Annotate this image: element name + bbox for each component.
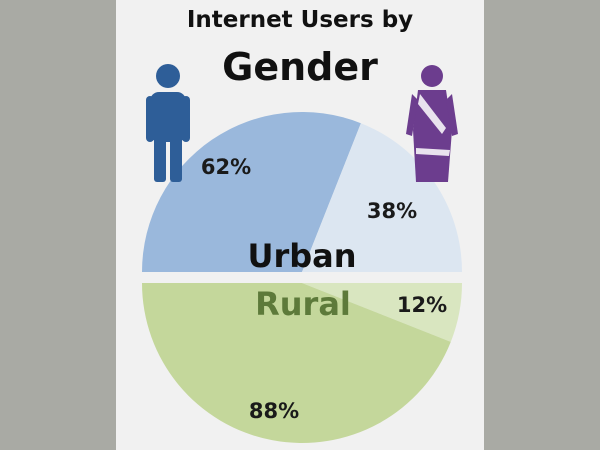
urban-male-slice [142, 111, 361, 272]
male-figure-icon [146, 64, 190, 182]
chart-title: Internet Users by [187, 7, 413, 33]
gender-pie-chart: Internet Users by Gender Urban Rural 62%… [142, 7, 462, 444]
infographic-panel: Internet Users by Gender Urban Rural 62%… [116, 0, 484, 450]
urban-female-slice [302, 123, 462, 272]
urban-male-percent-label: 62% [201, 155, 251, 179]
rural-label: Rural [255, 285, 351, 323]
urban-half-pie [142, 111, 462, 272]
urban-label: Urban [247, 237, 356, 275]
rural-female-percent-label: 12% [397, 293, 447, 317]
rural-female-slice [302, 283, 462, 342]
rural-male-slice [142, 283, 451, 444]
rural-half-pie [142, 283, 462, 444]
chart-subtitle: Gender [222, 45, 378, 89]
urban-female-percent-label: 38% [367, 199, 417, 223]
female-figure-icon [406, 65, 458, 182]
rural-male-percent-label: 88% [249, 399, 299, 423]
